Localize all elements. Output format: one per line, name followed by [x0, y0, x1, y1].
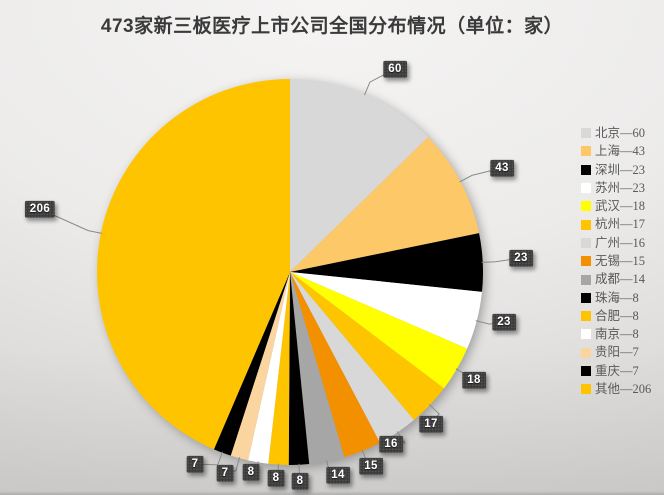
legend-label-nanjing: 南京—8 — [595, 327, 639, 342]
pie-slice-hangzhou — [290, 272, 444, 420]
legend-swatch-nanjing — [581, 329, 591, 340]
leader-line-chengdu — [326, 460, 339, 476]
pie-slice-wuxi — [290, 272, 380, 458]
leader-line-nanjing — [250, 461, 259, 477]
leader-line-hangzhou — [428, 403, 440, 425]
legend-label-wuhan: 武汉—18 — [595, 199, 646, 214]
legend-item-guangzhou: 广州—16 — [581, 237, 651, 249]
legend-item-wuxi: 无锡—15 — [581, 255, 651, 267]
legend-item-suzhou: 苏州—23 — [581, 182, 651, 194]
leader-line-shenzhen — [481, 257, 522, 263]
leader-line-wuxi — [361, 449, 372, 467]
legend-label-hangzhou: 杭州—17 — [595, 217, 646, 232]
leader-line-chongqing — [194, 451, 224, 466]
legend-swatch-hefei — [581, 311, 591, 322]
leader-line-others — [39, 208, 103, 234]
pie-slice-guangzhou — [290, 272, 414, 443]
leader-line-wuhan — [455, 368, 475, 381]
leader-line-suzhou — [475, 320, 505, 325]
pie-slice-hefei — [268, 272, 290, 465]
legend-swatch-chongqing — [581, 366, 591, 376]
legend-swatch-wuxi — [581, 256, 591, 267]
leader-line-hefei — [275, 463, 279, 479]
pie-slice-nanjing — [248, 272, 290, 464]
legend-swatch-guangzhou — [581, 237, 591, 248]
legend-swatch-chengdu — [581, 274, 591, 285]
leader-line-zhuhai — [298, 463, 301, 482]
pie-slice-suzhou — [290, 272, 482, 349]
legend-label-beijing: 北京—60 — [595, 125, 646, 140]
legend-swatch-others — [581, 384, 591, 395]
legend-swatch-hangzhou — [581, 219, 591, 230]
legend-item-chengdu: 成都—14 — [581, 273, 651, 285]
legend-swatch-shenzhen — [581, 164, 591, 175]
pie-slice-chongqing — [213, 272, 290, 456]
legend-item-shenzhen: 深圳—23 — [581, 162, 651, 177]
legend-item-hangzhou: 杭州—17 — [581, 218, 651, 230]
legend-label-wuxi: 无锡—15 — [595, 253, 646, 268]
legend-swatch-beijing — [581, 128, 591, 139]
slide-bottom-edge — [0, 491, 664, 495]
pie-slices-group — [96, 79, 483, 466]
leader-line-shanghai — [459, 167, 503, 183]
pie-slice-shanghai — [290, 137, 480, 272]
legend-label-shanghai: 上海—43 — [595, 144, 646, 159]
legend: 北京—60 上海—43 深圳—23 苏州—23 武汉—18 杭州—17 广州—16 无锡—15… — [581, 127, 651, 395]
legend-swatch-wuhan — [581, 201, 591, 212]
legend-item-nanjing: 南京—8 — [581, 328, 651, 340]
legend-item-guiyang: 贵阳—7 — [581, 345, 651, 360]
legend-label-chengdu: 成都—14 — [595, 272, 646, 287]
legend-swatch-guiyang — [581, 347, 591, 358]
pie-slice-beijing — [290, 79, 429, 272]
leader-line-guiyang — [224, 457, 241, 474]
legend-label-guangzhou: 广州—16 — [595, 235, 646, 250]
legend-item-chongqing: 重庆—7 — [581, 365, 651, 377]
pie-slice-chengdu — [290, 272, 345, 465]
chart-title: 473家新三板医疗上市公司全国分布情况（单位：家） — [100, 16, 564, 37]
legend-label-hefei: 合肥—8 — [595, 308, 639, 323]
legend-label-suzhou: 苏州—23 — [595, 180, 646, 195]
legend-label-guiyang: 贵阳—7 — [595, 345, 639, 360]
legend-swatch-zhuhai — [581, 292, 591, 303]
legend-label-others: 其他—206 — [595, 382, 652, 397]
legend-item-beijing: 北京—60 — [581, 127, 651, 139]
legend-item-hefei: 合肥—8 — [581, 310, 651, 322]
legend-item-zhuhai: 珠海—8 — [581, 292, 651, 304]
legend-label-shenzhen: 深圳—23 — [595, 162, 646, 177]
pie-slice-shenzhen — [290, 233, 483, 292]
pie-slice-guiyang — [230, 272, 290, 461]
leader-line-beijing — [364, 68, 396, 96]
legend-label-zhuhai: 珠海—8 — [595, 290, 639, 305]
legend-item-others: 其他—206 — [581, 383, 651, 395]
legend-item-wuhan: 武汉—18 — [581, 200, 651, 212]
legend-item-shanghai: 上海—43 — [581, 145, 651, 157]
legend-swatch-suzhou — [581, 183, 591, 194]
pie-slice-others — [96, 79, 290, 450]
pie-slice-zhuhai — [288, 272, 310, 466]
pie-slice-wuhan — [290, 272, 468, 389]
legend-label-chongqing: 重庆—7 — [595, 363, 639, 378]
legend-swatch-shanghai — [581, 146, 591, 157]
